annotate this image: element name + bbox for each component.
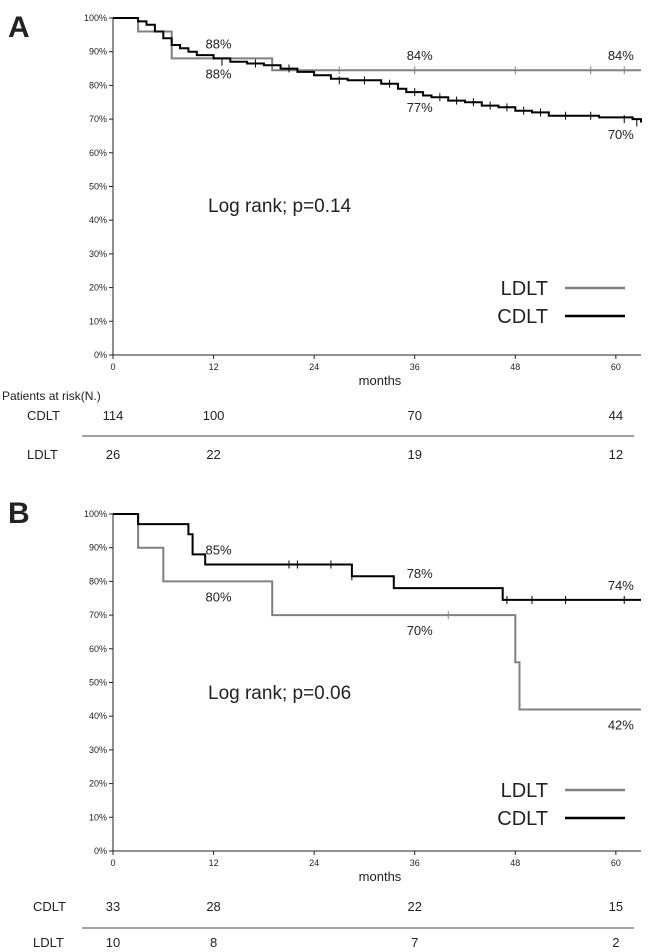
y-tick-label: 90%: [89, 47, 107, 57]
x-tick-label: 60: [611, 858, 621, 868]
y-tick-label: 100%: [84, 509, 107, 519]
value-label: 70%: [608, 127, 634, 142]
y-tick-label: 70%: [89, 610, 107, 620]
x-tick-label: 12: [209, 858, 219, 868]
y-tick-label: 0%: [94, 350, 107, 360]
risk-count: 12: [609, 447, 623, 462]
risk-count: 28: [206, 899, 220, 914]
value-label: 80%: [206, 589, 232, 604]
y-tick-label: 20%: [89, 779, 107, 789]
y-tick-label: 30%: [89, 745, 107, 755]
risk-count: 10: [106, 935, 120, 950]
x-tick-label: 12: [209, 362, 219, 372]
legend-label-ldlt: LDLT: [501, 278, 548, 300]
y-tick-label: 80%: [89, 576, 107, 586]
x-axis-label: months: [359, 373, 402, 388]
y-tick-label: 50%: [89, 678, 107, 688]
value-label: 88%: [206, 36, 232, 51]
risk-count: 100: [203, 408, 225, 423]
value-label: 84%: [407, 48, 433, 63]
value-label: 88%: [206, 66, 232, 81]
y-tick-label: 40%: [89, 711, 107, 721]
y-tick-label: 0%: [94, 846, 107, 856]
x-tick-label: 24: [309, 362, 319, 372]
risk-row-label: CDLT: [33, 899, 66, 914]
risk-count: 2: [612, 935, 619, 950]
risk-count: 19: [407, 447, 421, 462]
x-axis-label: months: [359, 869, 402, 884]
y-tick-label: 50%: [89, 182, 107, 192]
x-tick-label: 0: [110, 362, 115, 372]
value-label: 70%: [407, 623, 433, 638]
risk-count: 70: [407, 408, 421, 423]
y-tick-label: 90%: [89, 543, 107, 553]
x-tick-label: 36: [410, 858, 420, 868]
x-tick-label: 36: [410, 362, 420, 372]
risk-count: 8: [210, 935, 217, 950]
x-tick-label: 60: [611, 362, 621, 372]
y-tick-label: 10%: [89, 812, 107, 822]
risk-table-title: Patients at risk(N.): [2, 389, 101, 403]
x-tick-label: 24: [309, 858, 319, 868]
risk-row-label: LDLT: [27, 447, 58, 462]
risk-count: 22: [206, 447, 220, 462]
series-line-ldlt: [113, 17, 641, 72]
y-tick-label: 80%: [89, 80, 107, 90]
y-tick-label: 60%: [89, 148, 107, 158]
x-tick-label: 48: [510, 858, 520, 868]
panel-label: B: [8, 497, 30, 530]
log-rank-annotation: Log rank; p=0.06: [208, 683, 351, 704]
value-label: 85%: [206, 543, 232, 558]
y-tick-label: 100%: [84, 13, 107, 23]
value-label: 74%: [608, 578, 634, 593]
risk-count: 33: [106, 899, 120, 914]
risk-count: 44: [609, 408, 623, 423]
log-rank-annotation: Log rank; p=0.14: [208, 196, 352, 217]
y-tick-label: 20%: [89, 283, 107, 293]
risk-row-label: LDLT: [33, 935, 64, 950]
y-tick-label: 60%: [89, 644, 107, 654]
x-tick-label: 0: [110, 858, 115, 868]
value-label: 42%: [608, 717, 634, 732]
risk-count: 114: [103, 408, 124, 423]
value-label: 84%: [608, 48, 634, 63]
risk-count: 22: [407, 899, 421, 914]
y-tick-label: 40%: [89, 215, 107, 225]
legend-label-cdlt: CDLT: [497, 808, 548, 830]
panel-label: A: [8, 11, 30, 44]
x-tick-label: 48: [510, 362, 520, 372]
value-label: 77%: [407, 100, 433, 115]
legend-label-ldlt: LDLT: [501, 780, 548, 802]
risk-row-label: CDLT: [27, 408, 60, 423]
risk-count: 26: [106, 447, 120, 462]
y-tick-label: 10%: [89, 316, 107, 326]
series-line-ldlt: [113, 513, 641, 711]
y-tick-label: 70%: [89, 114, 107, 124]
legend-label-cdlt: CDLT: [497, 306, 548, 328]
value-label: 78%: [407, 566, 433, 581]
y-tick-label: 30%: [89, 249, 107, 259]
risk-count: 7: [411, 935, 418, 950]
series-line-cdlt: [113, 513, 641, 601]
risk-count: 15: [609, 899, 623, 914]
